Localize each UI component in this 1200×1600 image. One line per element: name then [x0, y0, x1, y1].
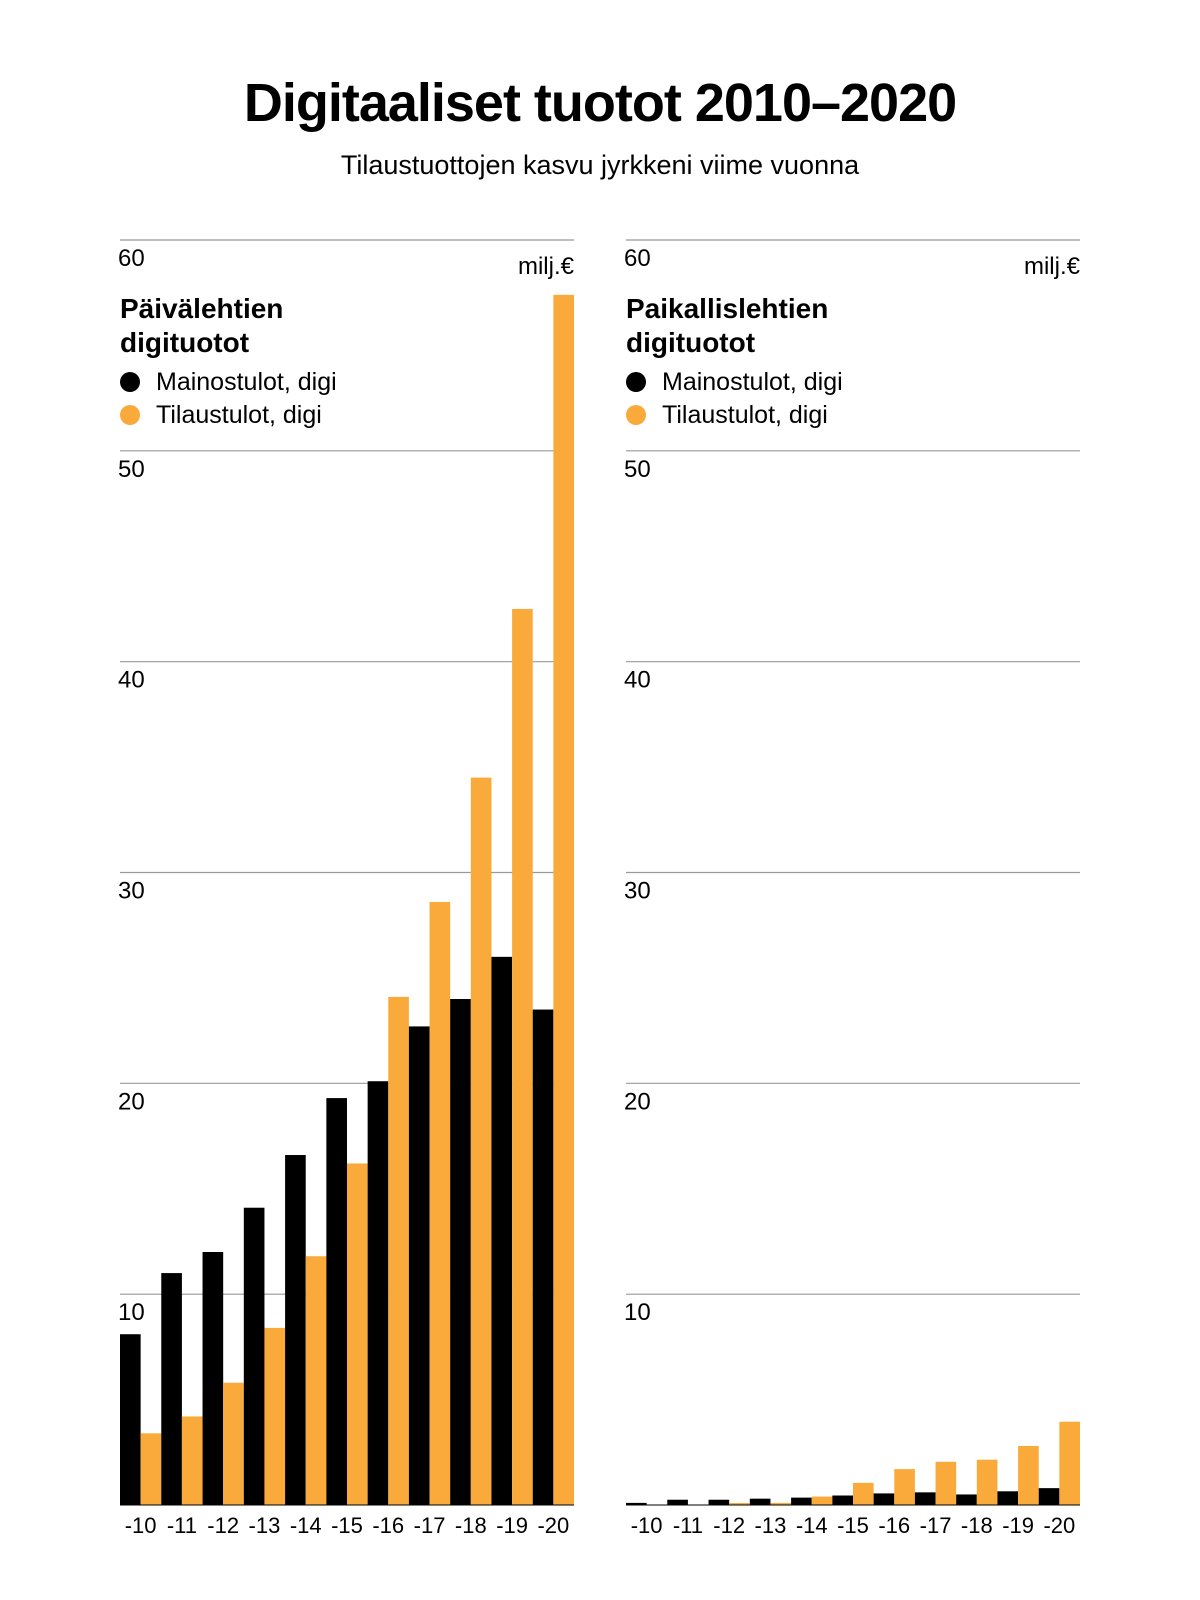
paivalehtien-bar-subs--16 — [388, 996, 409, 1505]
paikallislehtien-legend-label: Tilaustulot, digi — [662, 401, 828, 429]
paikallislehtien-bar-subs--17 — [935, 1461, 957, 1505]
paikallislehtien-legend-label: Mainostulot, digi — [662, 368, 843, 396]
paikallislehtien-bar-ads--16 — [873, 1493, 895, 1505]
paikallislehtien-bar-ads--17 — [914, 1492, 936, 1505]
paikallislehtien-bar-ads--20 — [1038, 1488, 1060, 1505]
paikallislehtien-ytick-label: 20 — [624, 1088, 651, 1115]
paikallislehtien-xtick-label: -17 — [920, 1513, 952, 1538]
paikallislehtien-ytick-label: 40 — [624, 667, 651, 694]
paikallislehtien-bar-subs--13 — [770, 1502, 792, 1505]
paikallislehtien-ytick-label: 50 — [624, 456, 651, 483]
paikallislehtien-bar-ads--12 — [708, 1499, 730, 1505]
paivalehtien-bar-ads--19 — [491, 956, 513, 1505]
paivalehtien-xtick-label: -15 — [331, 1513, 363, 1538]
paikallislehtien-ytick-label: 30 — [624, 878, 651, 905]
paivalehtien-bar-subs--17 — [429, 902, 451, 1505]
paikallislehtien-bar-ads--10 — [626, 1502, 647, 1505]
paivalehtien-bar-subs--13 — [264, 1327, 286, 1505]
paikallislehtien-xtick-label: -18 — [961, 1513, 993, 1538]
paivalehtien-bar-subs--10 — [140, 1433, 162, 1505]
paikallislehtien-unit-label: milj.€ — [1024, 253, 1081, 280]
paivalehtien-ytick-label: 30 — [118, 878, 145, 905]
paikallislehtien-xtick-label: -10 — [631, 1513, 663, 1538]
paikallislehtien-bar-subs--19 — [1018, 1445, 1039, 1505]
paivalehtien-bar-subs--15 — [347, 1163, 368, 1505]
paikallislehtien-xtick-label: -19 — [1002, 1513, 1034, 1538]
paivalehtien-legend-swatch-ads — [120, 372, 140, 392]
paivalehtien-bar-subs--14 — [305, 1256, 327, 1505]
paikallislehtien-legend-swatch-subs — [626, 405, 646, 425]
paikallislehtien-ytick-label: 10 — [624, 1299, 651, 1326]
paivalehtien-xtick-label: -19 — [496, 1513, 528, 1538]
paivalehtien-bar-subs--18 — [470, 777, 492, 1505]
paivalehtien-xtick-label: -16 — [372, 1513, 404, 1538]
paikallislehtien-xtick-label: -16 — [878, 1513, 910, 1538]
paikallislehtien-bar-subs--12 — [729, 1503, 750, 1505]
paikallislehtien-xtick-label: -14 — [796, 1513, 828, 1538]
paivalehtien-xtick-label: -17 — [414, 1513, 446, 1538]
paikallislehtien-bar-subs--14 — [811, 1496, 833, 1505]
paivalehtien-bar-ads--10 — [120, 1334, 141, 1505]
paikallislehtien-xtick-label: -13 — [755, 1513, 787, 1538]
paivalehtien-ytick-label: 40 — [118, 667, 145, 694]
paikallislehtien-bar-ads--15 — [832, 1495, 853, 1505]
paivalehtien-bar-ads--15 — [326, 1098, 347, 1505]
paivalehtien-bar-ads--11 — [161, 1273, 182, 1505]
paivalehtien-ytick-label: 10 — [118, 1299, 145, 1326]
paikallislehtien-bar-ads--14 — [791, 1497, 812, 1505]
paivalehtien-bar-ads--18 — [450, 999, 471, 1505]
paivalehtien-ytick-label: 20 — [118, 1088, 145, 1115]
paikallislehtien-xtick-label: -11 — [673, 1513, 703, 1538]
paikallislehtien-bar-subs--20 — [1059, 1421, 1080, 1505]
chart-title: Digitaaliset tuotot 2010–2020 — [243, 73, 957, 133]
paivalehtien-bar-ads--17 — [408, 1026, 430, 1505]
paikallislehtien-xtick-label: -15 — [837, 1513, 869, 1538]
paikallislehtien-xtick-label: -20 — [1043, 1513, 1075, 1538]
paivalehtien-ytick-label: 60 — [118, 245, 145, 272]
paivalehtien-xtick-label: -18 — [455, 1513, 487, 1538]
paivalehtien-legend-swatch-subs — [120, 405, 140, 425]
paikallislehtien-panel-title: digituotot — [626, 327, 755, 358]
paivalehtien-bar-ads--20 — [532, 1009, 554, 1505]
paivalehtien-ytick-label: 50 — [118, 456, 145, 483]
paivalehtien-bar-subs--11 — [181, 1416, 203, 1505]
paikallislehtien-bar-ads--13 — [749, 1498, 771, 1505]
chart-subtitle: Tilaustuottojen kasvu jyrkkeni viime vuo… — [340, 150, 860, 180]
paivalehtien-bar-ads--16 — [367, 1081, 389, 1505]
paikallislehtien-bar-subs--16 — [894, 1469, 915, 1505]
paivalehtien-xtick-label: -10 — [125, 1513, 157, 1538]
paivalehtien-panel-title: digituotot — [120, 327, 249, 358]
paivalehtien-legend-label: Mainostulot, digi — [156, 368, 337, 396]
paikallislehtien-bar-ads--18 — [956, 1494, 977, 1505]
paikallislehtien-bar-ads--11 — [667, 1499, 688, 1505]
paikallislehtien-bar-ads--19 — [997, 1491, 1019, 1505]
paivalehtien-bar-subs--19 — [512, 608, 533, 1505]
paivalehtien-xtick-label: -13 — [249, 1513, 281, 1538]
paivalehtien-unit-label: milj.€ — [518, 253, 575, 280]
paikallislehtien-panel-title: Paikallislehtien — [626, 293, 828, 324]
paikallislehtien-legend-swatch-ads — [626, 372, 646, 392]
paivalehtien-panel-title: Päivälehtien — [120, 293, 283, 324]
paivalehtien-xtick-label: -14 — [290, 1513, 322, 1538]
paivalehtien-legend-label: Tilaustulot, digi — [156, 401, 322, 429]
paivalehtien-bar-ads--13 — [243, 1207, 265, 1505]
paivalehtien-bar-ads--14 — [285, 1155, 306, 1505]
paivalehtien-bar-subs--20 — [553, 294, 574, 1506]
paivalehtien-xtick-label: -12 — [207, 1513, 239, 1538]
paivalehtien-bar-ads--12 — [202, 1252, 224, 1505]
paivalehtien-bar-subs--12 — [223, 1382, 244, 1505]
paikallislehtien-ytick-label: 60 — [624, 245, 651, 272]
paivalehtien-xtick-label: -20 — [537, 1513, 569, 1538]
paivalehtien-xtick-label: -11 — [167, 1513, 197, 1538]
paikallislehtien-xtick-label: -12 — [713, 1513, 745, 1538]
paikallislehtien-bar-subs--18 — [976, 1459, 998, 1505]
paikallislehtien-bar-subs--15 — [853, 1482, 874, 1505]
